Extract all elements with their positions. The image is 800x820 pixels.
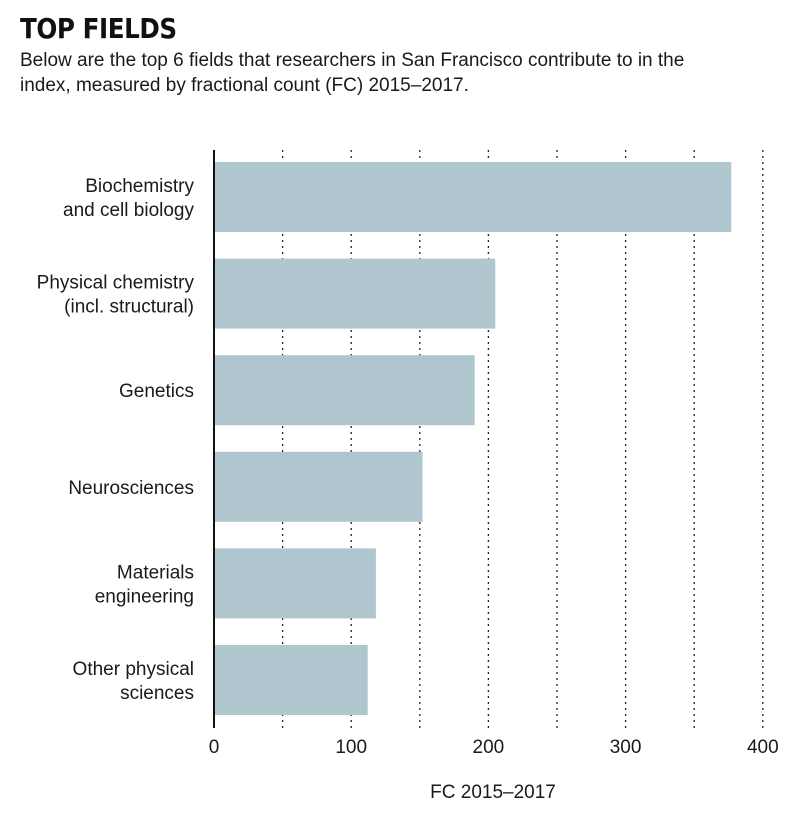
x-tick-label: 200	[473, 737, 505, 758]
x-tick-labels: 0 100 200 300 400	[209, 737, 779, 758]
category-label: Physical chemistry (incl. structural)	[37, 273, 195, 318]
bar	[214, 355, 475, 426]
bar	[214, 162, 732, 232]
category-label: Biochemistry and cell biology	[63, 176, 194, 221]
bar	[214, 645, 368, 715]
x-tick-label: 100	[335, 737, 367, 758]
bar	[214, 548, 376, 619]
category-label: Genetics	[119, 381, 194, 402]
category-label: Neurosciences	[68, 478, 194, 499]
x-tick-label: 0	[209, 737, 220, 758]
chart-subtitle: Below are the top 6 fields that research…	[20, 50, 685, 96]
category-label: Materials engineering	[95, 562, 194, 607]
x-tick-label: 400	[747, 737, 779, 758]
category-labels: Biochemistry and cell biology Physical che…	[37, 176, 195, 704]
x-axis-label: FC 2015–2017	[430, 782, 556, 803]
bars	[214, 162, 732, 715]
bar	[214, 258, 496, 329]
bar	[214, 451, 423, 522]
chart-title: TOP FIELDS	[20, 12, 177, 45]
category-label: Other physical sciences	[73, 659, 194, 704]
x-tick-label: 300	[610, 737, 642, 758]
gridlines	[281, 150, 764, 728]
